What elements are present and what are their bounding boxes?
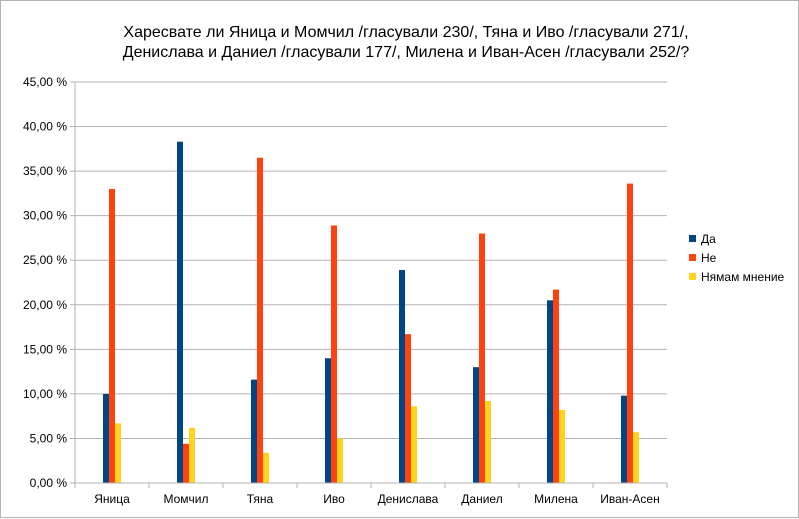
legend-swatch-2 xyxy=(689,254,696,261)
x-category-label: Денислава xyxy=(378,492,439,506)
bar-2-3 xyxy=(257,157,263,483)
bar-1-4 xyxy=(325,358,331,483)
bar-3-4 xyxy=(337,438,343,483)
legend-swatch-1 xyxy=(689,235,696,242)
bar-1-8 xyxy=(621,395,627,483)
bar-2-6 xyxy=(479,233,485,483)
bar-1-1 xyxy=(103,393,109,483)
axes xyxy=(74,82,668,488)
bar-3-3 xyxy=(263,452,269,483)
x-category-label: Тяна xyxy=(247,492,274,506)
y-tick-label: 45,00 % xyxy=(23,75,67,89)
legend-label-1: Да xyxy=(701,232,716,246)
legend-label-2: Не xyxy=(701,251,717,265)
bar-2-1 xyxy=(109,188,115,483)
x-category-label: Милена xyxy=(534,492,578,506)
bar-1-6 xyxy=(473,367,479,483)
x-category-label: Иво xyxy=(323,492,345,506)
bar-3-1 xyxy=(115,423,121,483)
y-tick-label: 10,00 % xyxy=(23,387,67,401)
x-axis-categories: Яница Момчил Тяна Иво Денислава Даниел Милена И… xyxy=(94,492,660,506)
bar-3-2 xyxy=(189,427,195,483)
bar-2-2 xyxy=(183,443,189,483)
bar-1-5 xyxy=(399,270,405,483)
x-category-label: Яница xyxy=(94,492,130,506)
chart-title-line-2: Денислава и Даниел /гласували 177/, Миле… xyxy=(123,44,690,61)
y-tick-label: 35,00 % xyxy=(23,164,67,178)
bar-1-3 xyxy=(251,379,257,483)
bar-3-7 xyxy=(559,409,565,483)
x-category-label: Иван-Асен xyxy=(600,492,659,506)
y-tick-label: 20,00 % xyxy=(23,298,67,312)
bars xyxy=(103,141,639,484)
bar-1-2 xyxy=(177,141,183,483)
legend: Да Не Нямам мнение xyxy=(689,232,785,284)
chart-title: Харесвате ли Яница и Момчил /гласували 2… xyxy=(123,24,690,61)
y-tick-label: 5,00 % xyxy=(30,431,68,445)
bar-3-6 xyxy=(485,401,491,483)
bar-3-8 xyxy=(633,432,639,483)
bar-2-7 xyxy=(553,289,559,483)
bar-1-7 xyxy=(547,300,553,483)
y-tick-label: 30,00 % xyxy=(23,209,67,223)
bar-2-4 xyxy=(331,225,337,484)
y-tick-label: 0,00 % xyxy=(30,476,68,490)
y-tick-label: 40,00 % xyxy=(23,120,67,134)
x-category-label: Момчил xyxy=(163,492,208,506)
bar-3-5 xyxy=(411,406,417,483)
bar-2-8 xyxy=(627,183,633,483)
legend-label-3: Нямам мнение xyxy=(701,270,785,284)
chart-title-line-1: Харесвате ли Яница и Момчил /гласували 2… xyxy=(123,24,688,41)
x-category-label: Даниел xyxy=(461,492,502,506)
y-axis-ticks: 0,00 % 5,00 % 10,00 % 15,00 % 20,00 % 25,00 %… xyxy=(23,75,75,490)
y-tick-label: 15,00 % xyxy=(23,342,67,356)
gridlines xyxy=(75,81,667,484)
bar-2-5 xyxy=(405,334,411,483)
legend-swatch-3 xyxy=(689,273,696,280)
y-tick-label: 25,00 % xyxy=(23,253,67,267)
